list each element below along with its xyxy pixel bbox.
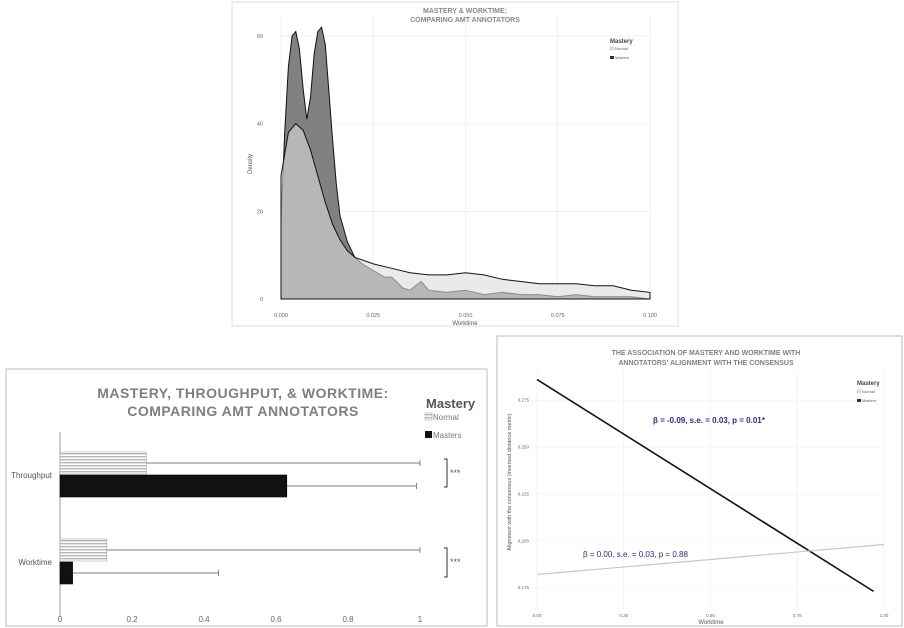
density-y-tick-label: 20 xyxy=(257,209,263,215)
density-legend-normal-label: Normal xyxy=(615,46,628,51)
density-chart-x-label: Worktime xyxy=(452,321,478,327)
density-area-normal xyxy=(280,122,651,300)
regression-legend-title: Mastery xyxy=(857,381,880,387)
bar-legend-title: Mastery xyxy=(426,396,476,411)
density-chart-legend: Mastery Normal Masters xyxy=(609,39,633,60)
bar-legend-masters-swatch xyxy=(425,431,432,438)
regression-chart-x-label: Worktime xyxy=(698,620,724,626)
bar-x-tick-label: 1 xyxy=(418,615,423,624)
density-chart-title-line1: MASTERY & WORKTIME: xyxy=(423,8,507,15)
significance-bracket-throughput: *** xyxy=(444,458,461,488)
density-y-tick-label: 40 xyxy=(257,122,263,128)
density-chart: MASTERY & WORKTIME: COMPARING AMT ANNOTA… xyxy=(231,1,679,327)
regression-y-tick-label: 0.250 xyxy=(518,445,530,450)
density-y-tick-label: 60 xyxy=(257,34,263,40)
density-x-tick-label: 0.000 xyxy=(274,313,288,319)
regression-chart: THE ASSOCIATION OF MASTERY AND WORKTIME … xyxy=(496,335,903,627)
regression-y-tick-label: 0.175 xyxy=(518,585,530,590)
bar-normal-worktime xyxy=(59,538,108,562)
bar-x-tick-label: 0.8 xyxy=(342,615,354,624)
density-x-tick-label: 0.075 xyxy=(551,313,565,319)
bar-chart-title-line2: COMPARING AMT ANNOTATORS xyxy=(127,403,359,419)
regression-y-tick-label: 0.200 xyxy=(518,538,530,543)
density-chart-areas xyxy=(280,26,651,300)
regression-legend-normal-swatch xyxy=(856,389,862,394)
bar-chart-title-line1: MASTERY, THROUGHPUT, & WORKTIME: xyxy=(97,385,389,401)
regression-chart-y-label: Alignment with the consensus (inversed d… xyxy=(507,413,513,550)
density-x-tick-label: 0.050 xyxy=(459,313,473,319)
density-legend-masters-label: Masters xyxy=(615,55,629,60)
bar-x-tick-label: 0.6 xyxy=(270,615,282,624)
bar-chart-legend: Mastery Normal Masters xyxy=(424,396,476,440)
bar-category-label: Worktime xyxy=(18,558,52,567)
regression-legend-masters-label: Masters xyxy=(862,398,876,403)
density-chart-title-line2: COMPARING AMT ANNOTATORS xyxy=(410,17,520,24)
density-chart-ticks: 0.000 0.025 0.050 0.075 0.100 0 20 40 60 xyxy=(257,34,657,319)
bar-legend-normal-label: Normal xyxy=(433,413,459,422)
density-x-tick-label: 0.025 xyxy=(366,313,380,319)
regression-x-tick-label: 1.00 xyxy=(880,613,889,618)
density-chart-y-label: Density xyxy=(248,154,254,174)
masters-coefficient-annotation: β = -0.09, s.e. = 0.03, p = 0.01* xyxy=(653,416,766,425)
regression-y-tick-label: 0.225 xyxy=(518,491,530,496)
bar-x-tick-label: 0 xyxy=(58,615,63,624)
bar-masters-worktime xyxy=(59,561,73,585)
density-y-tick-label: 0 xyxy=(260,297,263,303)
bar-normal-throughput xyxy=(59,451,147,475)
bar-x-tick-label: 0.2 xyxy=(126,615,138,624)
regression-x-tick-label: 0.50 xyxy=(706,613,715,618)
significance-throughput: *** xyxy=(450,468,461,478)
regression-chart-grid xyxy=(531,372,885,609)
bar-chart-bars xyxy=(59,451,421,585)
bar-chart: MASTERY, THROUGHPUT, & WORKTIME: COMPARI… xyxy=(5,368,488,627)
regression-legend-normal-label: Normal xyxy=(862,389,875,394)
density-x-tick-label: 0.100 xyxy=(643,313,657,319)
regression-chart-legend: Mastery Normal Masters xyxy=(856,381,880,403)
regression-line-masters xyxy=(536,378,875,593)
significance-bracket-worktime: *** xyxy=(444,547,461,578)
regression-legend-masters-swatch xyxy=(857,399,861,402)
regression-line-normal xyxy=(536,543,885,576)
density-legend-masters-swatch xyxy=(610,56,614,59)
normal-coefficient-annotation: β = 0.00, s.e. = 0.03, p = 0.88 xyxy=(583,550,688,559)
regression-chart-title-line1: THE ASSOCIATION OF MASTERY AND WORKTIME … xyxy=(612,350,801,357)
regression-chart-ticks: 0.00 0.25 0.50 0.75 1.00 0.175 0.200 0.225 0.250… xyxy=(518,398,889,618)
regression-x-tick-label: 0.25 xyxy=(619,613,628,618)
regression-y-tick-label: 0.275 xyxy=(518,398,530,403)
density-legend-normal-swatch xyxy=(609,46,615,51)
bar-category-label: Throughput xyxy=(11,471,53,480)
regression-chart-title-line2: ANNOTATORS' ALIGNMENT WITH THE CONSENSUS xyxy=(618,360,794,367)
regression-x-tick-label: 0.75 xyxy=(793,613,802,618)
significance-worktime: *** xyxy=(450,557,461,567)
bar-legend-normal-swatch xyxy=(424,412,433,421)
regression-x-tick-label: 0.00 xyxy=(533,613,542,618)
bar-masters-throughput xyxy=(59,474,288,498)
bar-legend-masters-label: Masters xyxy=(433,431,461,440)
regression-chart-lines xyxy=(536,378,885,593)
bar-x-tick-label: 0.4 xyxy=(198,615,210,624)
density-legend-title: Mastery xyxy=(610,39,633,45)
